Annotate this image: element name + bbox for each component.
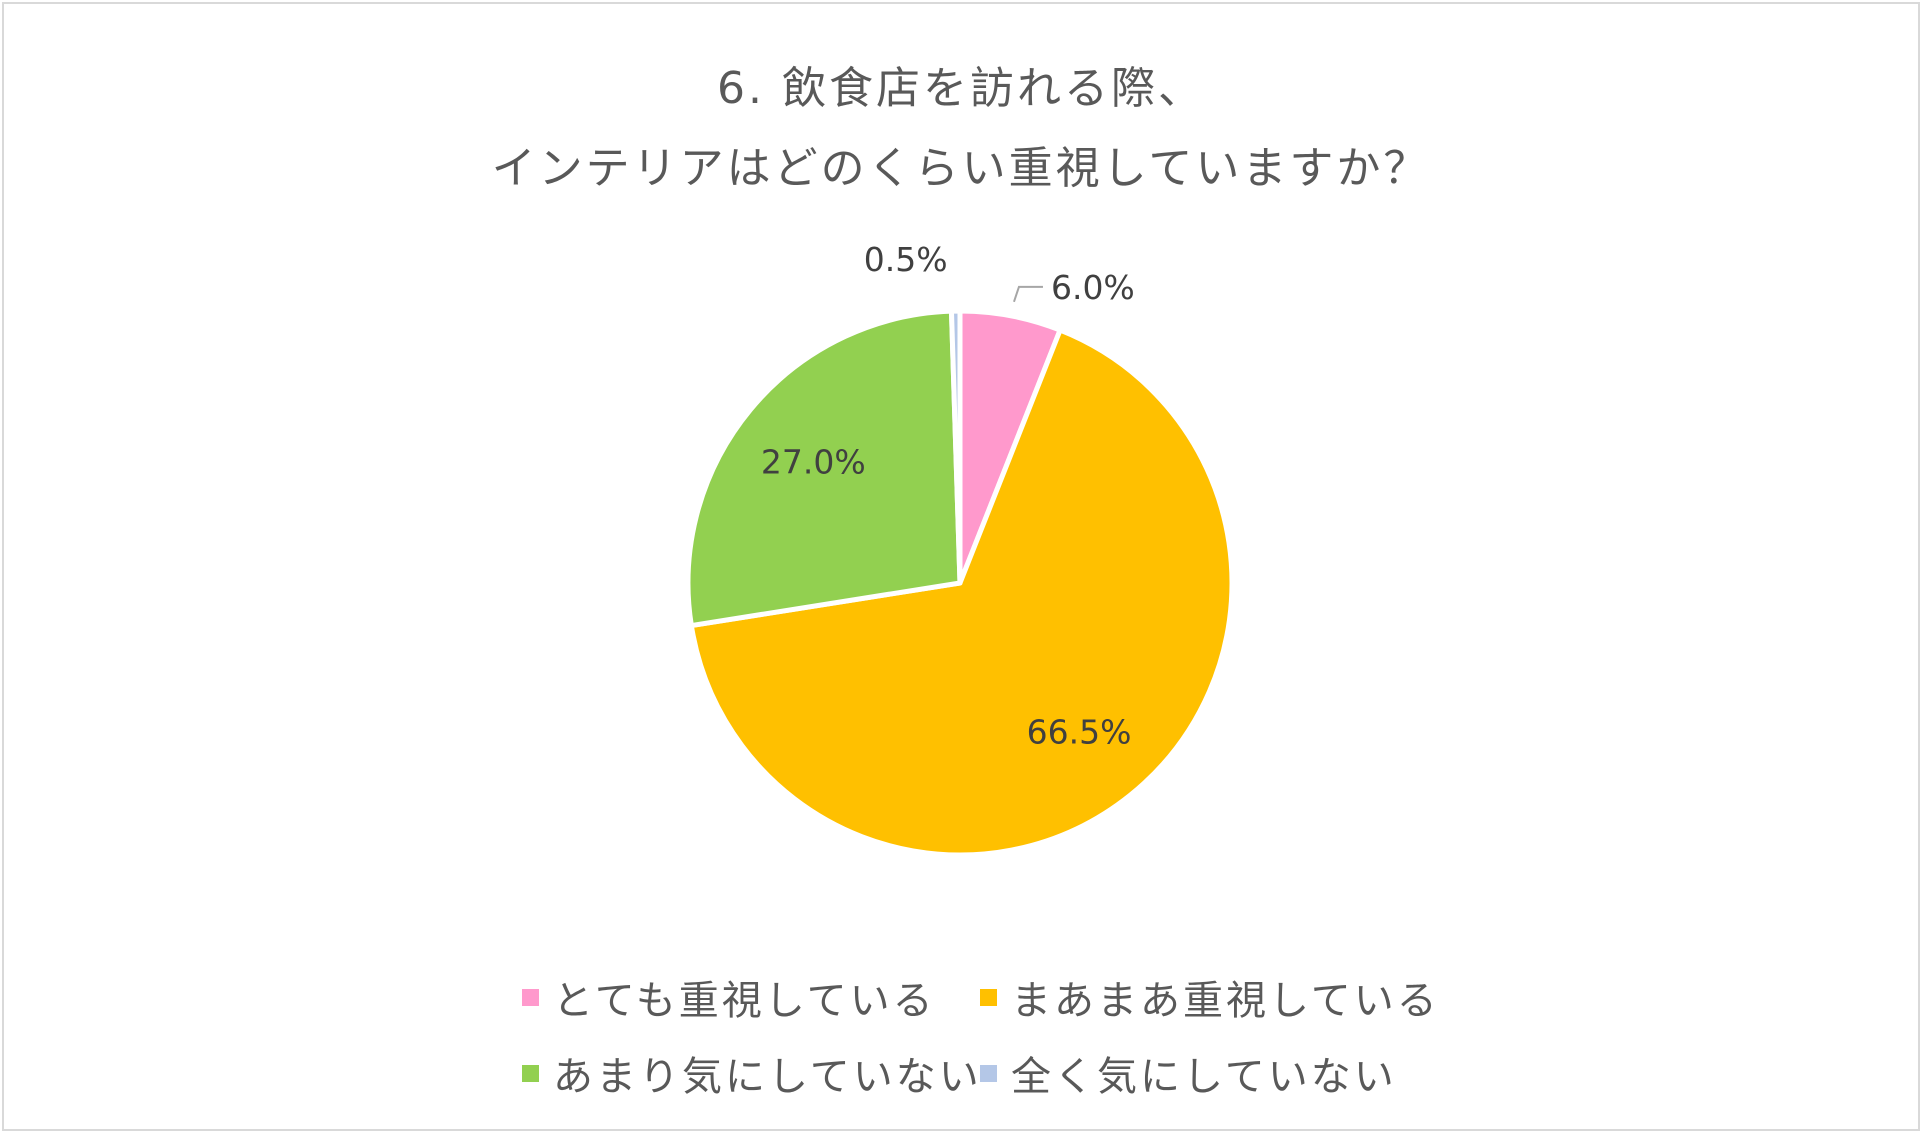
legend-swatch-0 xyxy=(522,988,539,1006)
legend-item-1: まあまあ重視している xyxy=(980,968,1440,1026)
data-label-2: 27.0% xyxy=(761,443,866,482)
legend-item-3: 全く気にしていない xyxy=(980,1044,1397,1102)
chart-title-line-1: 6. 飲食店を訪れる際、 xyxy=(717,63,1205,114)
pie-slice-3 xyxy=(948,308,963,586)
leader-line-0 xyxy=(1013,285,1043,303)
legend-label-3: 全く気にしていない xyxy=(1011,1054,1397,1100)
legend-label-1: まあまあ重視している xyxy=(1011,978,1440,1024)
legend-swatch-3 xyxy=(980,1064,997,1082)
chart-title-line-2: インテリアはどのくらい重視していますか？ xyxy=(491,143,1431,194)
legend-item-2: あまり気にしていない xyxy=(522,1044,982,1102)
data-label-1: 66.5% xyxy=(1027,713,1132,752)
legend-label-2: あまり気にしていない xyxy=(553,1054,982,1100)
pie-slice-2 xyxy=(685,308,963,629)
legend-swatch-1 xyxy=(980,988,997,1006)
pie-slice-1 xyxy=(688,327,1235,858)
data-label-3: 0.5% xyxy=(864,240,948,279)
legend-swatch-2 xyxy=(522,1064,539,1082)
data-label-0: 6.0% xyxy=(1051,268,1135,307)
legend-label-0: とても重視している xyxy=(553,978,936,1024)
legend-item-0: とても重視している xyxy=(522,968,936,1026)
